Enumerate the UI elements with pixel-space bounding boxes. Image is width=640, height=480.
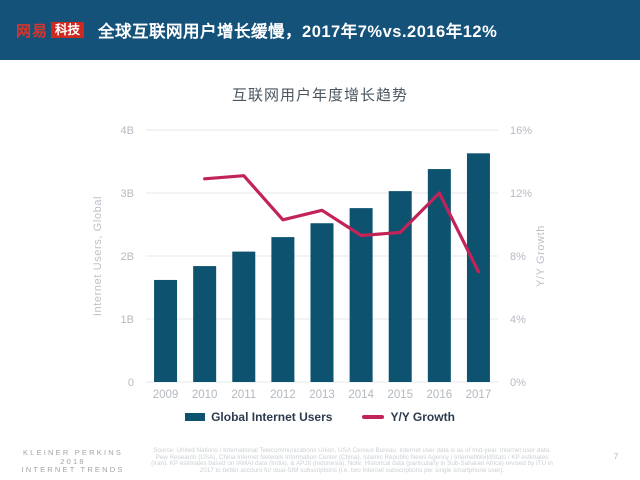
x-axis-label: 2017 <box>466 389 492 401</box>
growth-line <box>203 174 481 274</box>
legend-label: Y/Y Growth <box>390 410 455 424</box>
footer-brand: KLEINER PERKINS 2018 INTERNET TRENDS <box>8 448 138 475</box>
bar-2016 <box>427 169 451 382</box>
x-axis-label: 2010 <box>192 389 218 401</box>
bar-2015 <box>388 191 412 382</box>
left-axis-tick: 0 <box>128 377 134 389</box>
left-axis-tick: 3B <box>121 188 134 200</box>
source-note: Source: United Nations / International T… <box>151 447 553 475</box>
right-axis-title: Y/Y Growth <box>535 225 547 287</box>
bar-2011 <box>232 251 256 382</box>
logo-sub-badge: 科技 <box>51 21 85 39</box>
bar-2017 <box>466 153 490 382</box>
bar-2009 <box>154 279 178 382</box>
bar-series <box>154 153 490 382</box>
legend-label: Global Internet Users <box>211 410 333 424</box>
footer-brand-line: INTERNET TRENDS <box>21 465 125 475</box>
bar-2012 <box>271 237 295 382</box>
left-axis-tick: 2B <box>121 251 134 263</box>
x-axis-label: 2012 <box>270 389 296 401</box>
bar-2014 <box>349 208 373 382</box>
bar-2013 <box>310 223 334 382</box>
x-axis-label: 2014 <box>348 389 374 401</box>
legend-item-yy-growth: Y/Y Growth <box>362 410 455 424</box>
right-axis-tick: 4% <box>510 314 526 326</box>
footer-brand-line: KLEINER PERKINS <box>22 448 124 457</box>
trend-chart: 0 0% 1B 4% 2B 8% 3B 12% 4B 16% Internet Users, Glo… <box>92 125 547 401</box>
line-series-swatch <box>362 415 385 419</box>
right-axis-tick: 16% <box>510 125 532 137</box>
chart-legend: Global Internet Users Y/Y Growth <box>0 409 640 425</box>
footer-brand-line: 2018 <box>60 456 86 466</box>
left-axis-title: Internet Users, Global <box>92 196 104 316</box>
line-series <box>203 174 481 274</box>
right-axis-tick: 12% <box>510 188 532 200</box>
right-axis-tick: 8% <box>510 251 526 263</box>
legend-item-global-internet-users: Global Internet Users <box>185 410 332 424</box>
axis-labels: 0 0% 1B 4% 2B 8% 3B 12% 4B 16% Internet Users, Glo… <box>92 125 547 401</box>
header-bar: 网易 科技 全球互联网用户增长缓慢，2017年7%vs.2016年12% <box>0 0 640 60</box>
netease-tech-logo: 网易 科技 <box>16 20 85 41</box>
x-axis-label: 2015 <box>387 389 413 401</box>
left-axis-tick: 4B <box>121 125 134 137</box>
right-axis-tick: 0% <box>510 377 526 389</box>
chart-title: 互联网用户年度增长趋势 <box>231 87 408 104</box>
x-axis-label: 2009 <box>153 389 179 401</box>
page-title: 全球互联网用户增长缓慢，2017年7%vs.2016年12% <box>98 23 498 41</box>
x-axis-label: 2011 <box>231 389 256 401</box>
page-number: 7 <box>613 451 619 461</box>
x-axis-label: 2013 <box>309 389 335 401</box>
x-axis-label: 2016 <box>427 389 453 401</box>
left-axis-tick: 1B <box>121 314 134 326</box>
bar-2010 <box>193 266 217 382</box>
logo-brand-text: 网易 <box>16 22 49 40</box>
bar-series-swatch <box>185 413 206 421</box>
